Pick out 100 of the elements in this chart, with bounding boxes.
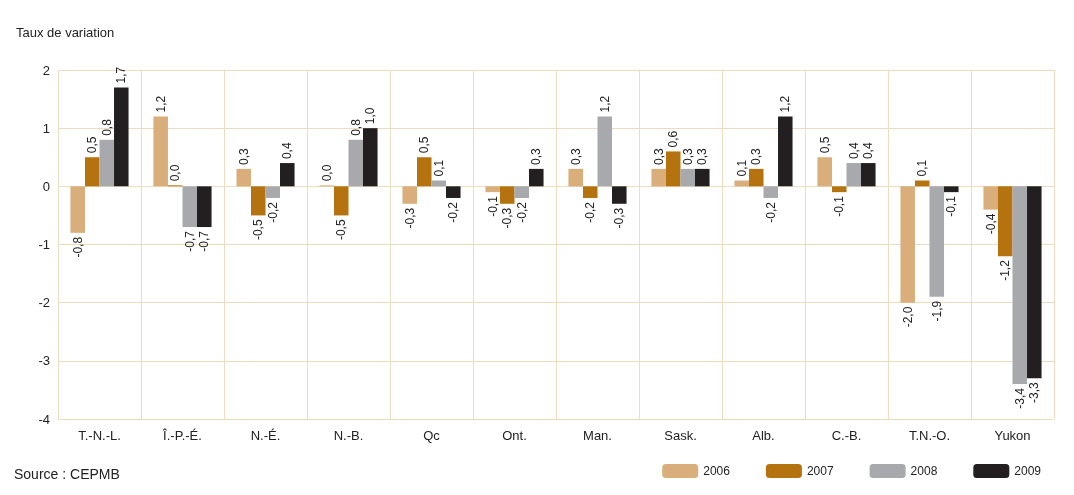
data-label: -0,2 (763, 201, 778, 223)
data-label: -0,7 (197, 230, 212, 252)
y-axis-title: Taux de variation (16, 25, 115, 40)
bar (70, 186, 85, 233)
data-label: -0,1 (944, 195, 959, 217)
data-label: 0,3 (529, 147, 544, 165)
bar (114, 87, 129, 187)
data-label: 0,4 (846, 142, 861, 160)
legend-label: 2007 (806, 464, 834, 478)
bar (416, 157, 432, 187)
data-label: 0,0 (319, 164, 334, 182)
data-label: -0,5 (334, 219, 349, 241)
y-tick-label: 1 (42, 120, 50, 136)
bar (695, 168, 710, 187)
bar (485, 186, 500, 193)
x-tick-label: Sask. (664, 428, 697, 443)
data-label: -0,7 (182, 230, 197, 252)
bar (348, 139, 364, 187)
x-tick-label: N.-É. (250, 428, 281, 443)
bar (1027, 186, 1042, 379)
x-tick-label: Î.-P.-É. (162, 428, 202, 443)
bar (929, 186, 945, 297)
data-label: -0,5 (251, 219, 266, 241)
bar (944, 186, 959, 193)
bar (1012, 186, 1028, 385)
x-tick-label: Alb. (752, 428, 775, 443)
x-tick-label: T.N.-O. (908, 428, 951, 443)
bar (612, 186, 627, 204)
x-tick-label: Man. (583, 428, 612, 443)
source-note: Source : CEPMB (14, 466, 120, 482)
data-label: 0,5 (417, 136, 432, 154)
bar (446, 186, 461, 198)
legend-label: 2009 (1014, 464, 1042, 478)
data-label: -0,8 (70, 236, 85, 258)
x-tick-label: Qc (423, 428, 441, 443)
y-tick-label: -3 (38, 353, 50, 369)
data-label: 1,2 (778, 95, 793, 113)
bar (197, 186, 212, 228)
bar (861, 163, 876, 187)
data-label: 1,2 (597, 95, 612, 113)
data-label: 0,0 (168, 164, 183, 182)
data-label: 0,8 (99, 118, 114, 136)
data-label: 0,4 (861, 142, 876, 160)
data-label: 0,3 (568, 147, 583, 165)
data-label: -0,2 (583, 201, 598, 223)
x-tick-label: C.-B. (831, 428, 862, 443)
bar (236, 168, 251, 187)
bar (582, 186, 598, 198)
bar (153, 116, 168, 187)
bar (499, 186, 515, 204)
data-label: -0,2 (265, 201, 280, 223)
data-label: -2,0 (900, 306, 915, 328)
data-label: 0,1 (431, 159, 446, 177)
data-label: 0,1 (915, 159, 930, 177)
data-label: -0,3 (612, 207, 627, 229)
legend-label: 2008 (910, 464, 938, 478)
y-tick-label: 2 (42, 62, 50, 78)
bar (680, 168, 696, 187)
data-label: -0,4 (983, 213, 998, 235)
data-label: 1,2 (153, 95, 168, 113)
bar (997, 186, 1013, 257)
bar (831, 186, 847, 193)
data-label: 1,0 (363, 107, 378, 125)
data-label: -0,2 (446, 201, 461, 223)
data-label: -0,1 (485, 195, 500, 217)
legend-label: 2006 (703, 464, 731, 478)
bar (763, 186, 779, 198)
data-label: 0,3 (651, 147, 666, 165)
x-tick-label: T.-N.-L. (78, 428, 121, 443)
bar (665, 151, 681, 187)
bar (265, 186, 281, 198)
bar (363, 128, 378, 187)
bar (250, 186, 266, 216)
bar (99, 139, 115, 187)
data-label: -1,9 (929, 300, 944, 322)
bar (748, 168, 764, 187)
data-label: 0,8 (348, 118, 363, 136)
x-tick-label: N.-B. (333, 428, 364, 443)
bar (846, 163, 862, 187)
y-tick-label: -1 (38, 237, 50, 252)
bar (280, 163, 295, 187)
data-label: 0,3 (236, 147, 251, 165)
bar (568, 168, 583, 187)
bar (778, 116, 793, 187)
x-tick-label: Ont. (502, 428, 527, 443)
data-label: -1,2 (998, 259, 1013, 281)
data-label: 0,4 (280, 142, 295, 160)
bar (182, 186, 198, 228)
bar (817, 157, 832, 187)
bar (900, 186, 915, 303)
data-label: -3,4 (1012, 387, 1027, 409)
bar (402, 186, 417, 204)
bar (597, 116, 613, 187)
bar (333, 186, 349, 216)
data-label: 0,1 (734, 159, 749, 177)
data-label: 0,3 (680, 147, 695, 165)
bar (84, 157, 100, 187)
bar (529, 168, 544, 187)
y-tick-label: -4 (38, 411, 50, 427)
bar (514, 186, 530, 198)
